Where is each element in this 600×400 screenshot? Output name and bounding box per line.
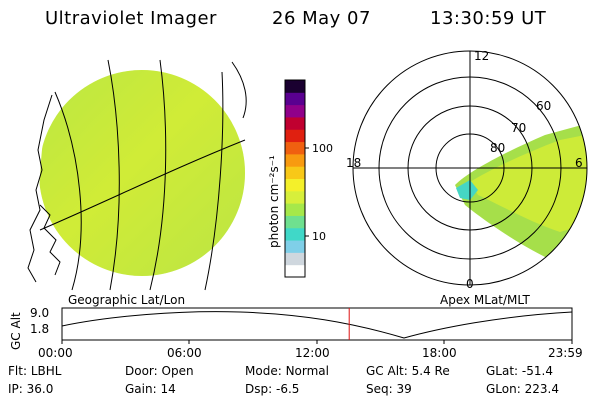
footer-glat-value: -51.4 [521, 364, 553, 378]
timeline-frame [61, 307, 573, 341]
footer-flt-key: Flt: [8, 364, 27, 378]
globe-white-mask [30, 70, 260, 290]
footer-mode-key: Mode: [245, 364, 282, 378]
colorbar-band [285, 104, 305, 118]
polar-mlat-70: 70 [511, 121, 526, 135]
timeline-xtick-4: 23:59 [548, 346, 583, 360]
footer-glat: GLat: -51.4 [486, 364, 553, 378]
footer-gcalt: GC Alt: 5.4 Re [366, 364, 450, 378]
footer-dsp-key: Dsp: [245, 382, 273, 396]
footer-ip: IP: 36.0 [8, 382, 53, 396]
footer-seq: Seq: 39 [366, 382, 412, 396]
colorbar-band [285, 92, 305, 106]
footer-gain-value: 14 [160, 382, 176, 396]
footer-ip-key: IP: [8, 382, 23, 396]
timeline-ytick-high: 9.0 [30, 306, 50, 320]
colorbar-tick-label-10: 10 [312, 230, 326, 243]
colorbar-band [285, 178, 305, 192]
colorbar [285, 80, 305, 278]
footer-mode: Mode: Normal [245, 364, 329, 378]
timeline-xtick-3: 18:00 [422, 346, 457, 360]
colorbar-band [285, 190, 305, 204]
altitude-trace [61, 311, 573, 339]
colorbar-frame [284, 79, 306, 278]
geographic-grid [39, 59, 247, 291]
timeline-xtick-1: 06:00 [167, 346, 202, 360]
colorbar-band [285, 129, 305, 143]
timeline-ylabel: GC Alt [9, 312, 23, 350]
colorbar-band [285, 166, 305, 179]
footer-gain-key: Gain: [125, 382, 157, 396]
date-label: 26 May 07 [272, 8, 371, 29]
instrument-title: Ultraviolet Imager [45, 8, 217, 29]
footer-mode-value: Normal [285, 364, 329, 378]
timeline-xtick-0: 00:00 [38, 346, 73, 360]
footer-glon-key: GLon: [486, 382, 521, 396]
polar-grid [352, 50, 588, 286]
colorbar-band [285, 203, 305, 216]
colorbar-band [285, 215, 305, 229]
colorbar-tick-label-100: 100 [312, 142, 333, 155]
colorbar-band [285, 252, 305, 266]
polar-mlat-60: 60 [536, 99, 551, 113]
colorbar-band [285, 116, 305, 130]
footer-seq-key: Seq: [366, 382, 393, 396]
globe-image [39, 70, 245, 276]
footer-gcalt-value: 5.4 Re [411, 364, 450, 378]
footer-glon: GLon: 223.4 [486, 382, 559, 396]
footer-flt: Flt: LBHL [8, 364, 61, 378]
geographic-panel-label: Geographic Lat/Lon [68, 293, 186, 307]
footer-dsp: Dsp: -6.5 [245, 382, 299, 396]
footer-flt-value: LBHL [30, 364, 62, 378]
footer-glon-value: 223.4 [524, 382, 559, 396]
colorbar-band [285, 227, 305, 241]
colorbar-band [285, 264, 305, 278]
colorbar-band [285, 80, 305, 93]
coastline [27, 94, 61, 283]
polar-panel-label: Apex MLat/MLT [440, 293, 530, 307]
footer-door-key: Door: [125, 364, 158, 378]
time-label: 13:30:59 UT [430, 8, 547, 29]
footer-gain: Gain: 14 [125, 382, 176, 396]
footer-seq-value: 39 [396, 382, 412, 396]
timeline-ytick-low: 1.8 [30, 322, 50, 336]
colorbar-band [285, 153, 305, 167]
polar-mlt-6: 6 [575, 156, 583, 170]
polar-mlt-12: 12 [474, 49, 489, 63]
colorbar-band [285, 141, 305, 155]
timeline-xticks [61, 340, 573, 344]
colorbar-unit-label: photon cm⁻²s⁻¹ [267, 155, 281, 248]
colorbar-band [285, 240, 305, 253]
polar-auroral-image [455, 120, 587, 270]
footer-glat-key: GLat: [486, 364, 519, 378]
footer-ip-value: 36.0 [26, 382, 54, 396]
footer-door: Door: Open [125, 364, 194, 378]
polar-mlt-0: 0 [466, 277, 474, 291]
polar-mlat-80: 80 [490, 141, 505, 155]
footer-door-value: Open [161, 364, 194, 378]
footer-gcalt-key: GC Alt: [366, 364, 408, 378]
polar-mlt-18: 18 [346, 156, 361, 170]
timeline-xtick-2: 12:00 [295, 346, 330, 360]
footer-dsp-value: -6.5 [275, 382, 300, 396]
